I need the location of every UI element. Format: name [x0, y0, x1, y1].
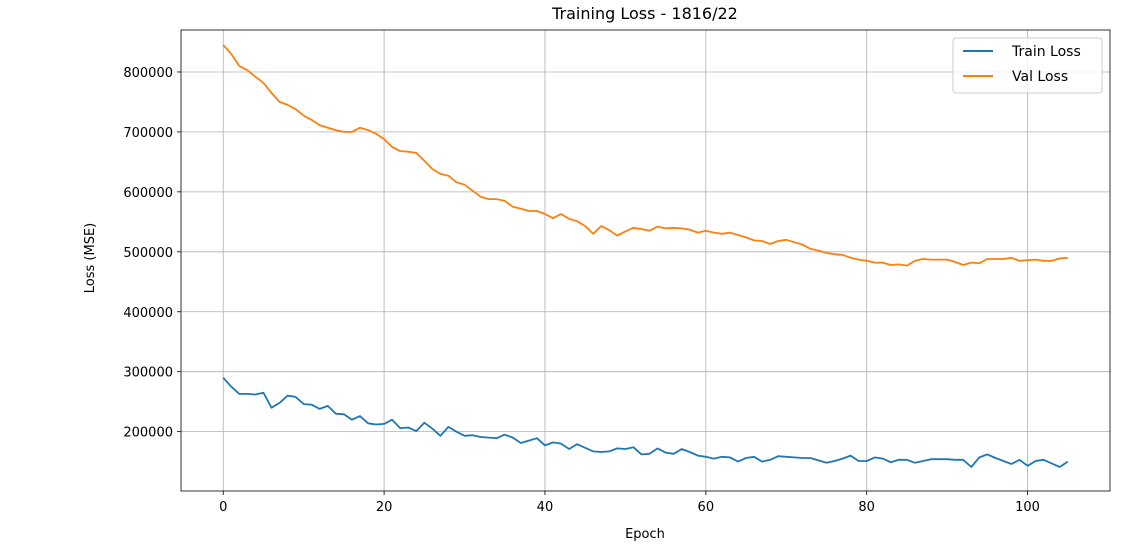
x-tick-label: 0	[219, 500, 227, 515]
y-tick-label: 600000	[123, 186, 173, 201]
y-axis-label: Loss (MSE)	[83, 223, 98, 293]
grid-lines	[181, 30, 1110, 491]
y-tick-label: 300000	[123, 366, 173, 381]
chart-title: Training Loss - 1816/22	[551, 4, 738, 23]
series-line-train-loss	[222, 377, 1069, 468]
x-tick-label: 40	[537, 500, 554, 515]
plot-frame	[180, 29, 1111, 492]
x-tick-label: 60	[698, 500, 715, 515]
y-tick-label: 700000	[123, 126, 173, 141]
y-tick-label: 200000	[123, 426, 173, 441]
x-axis-ticks: 0 20 40 60 80 100	[219, 491, 1040, 515]
legend: Train Loss Val Loss	[952, 37, 1103, 94]
x-tick-label: 100	[1015, 500, 1040, 515]
y-tick-label: 500000	[123, 246, 173, 261]
x-tick-label: 80	[858, 500, 875, 515]
legend-label-val-loss: Val Loss	[1012, 69, 1068, 85]
y-axis-ticks: 200000 300000 400000 500000 600000 700000 8000…	[123, 66, 181, 441]
x-tick-label: 20	[376, 500, 393, 515]
y-tick-label: 400000	[123, 306, 173, 321]
series-lines	[222, 44, 1069, 468]
series-line-val-loss	[222, 44, 1068, 267]
y-tick-label: 800000	[123, 66, 173, 81]
legend-label-train-loss: Train Loss	[1011, 44, 1081, 60]
x-axis-label: Epoch	[625, 527, 665, 542]
